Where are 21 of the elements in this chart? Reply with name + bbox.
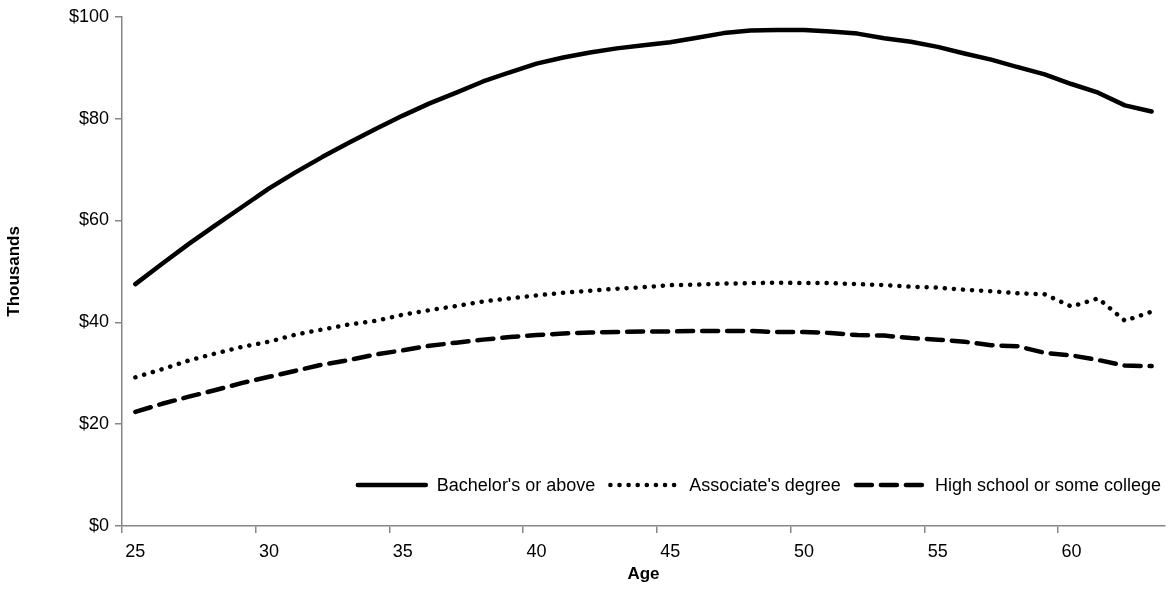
legend-label: High school or some college	[934, 474, 1162, 495]
y-axis-title: Thousands	[3, 226, 23, 317]
x-tick-label: 50	[793, 540, 814, 561]
y-tick-label: $100	[68, 5, 109, 26]
y-tick-label: $20	[78, 413, 109, 434]
x-axis-title: Age	[627, 564, 660, 584]
x-tick-label: 60	[1061, 540, 1082, 561]
y-tick-label: $0	[88, 514, 109, 535]
x-tick-label: 30	[259, 540, 280, 561]
line-series	[133, 328, 1154, 415]
x-tick-label: 40	[526, 540, 547, 561]
y-tick-label: $40	[78, 311, 109, 332]
line-series	[133, 280, 1154, 380]
x-tick-label: 55	[927, 540, 948, 561]
x-tick-label: 25	[125, 540, 146, 561]
legend-label: Bachelor's or above	[436, 474, 596, 495]
x-tick-label: 45	[660, 540, 681, 561]
x-tick-label: 35	[392, 540, 413, 561]
y-tick-label: $60	[78, 209, 109, 230]
y-tick-label: $80	[78, 107, 109, 128]
legend-label: Associate's degree	[689, 474, 841, 495]
